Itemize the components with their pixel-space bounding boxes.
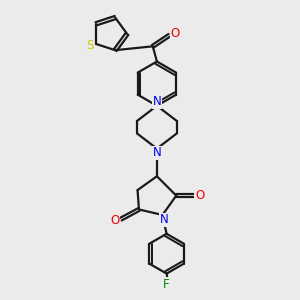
Text: O: O bbox=[110, 214, 119, 227]
Text: N: N bbox=[152, 95, 161, 108]
Text: N: N bbox=[159, 214, 168, 226]
Text: N: N bbox=[152, 146, 161, 159]
Text: O: O bbox=[170, 27, 179, 40]
Text: S: S bbox=[86, 39, 94, 52]
Text: F: F bbox=[163, 278, 170, 291]
Text: O: O bbox=[195, 189, 204, 202]
